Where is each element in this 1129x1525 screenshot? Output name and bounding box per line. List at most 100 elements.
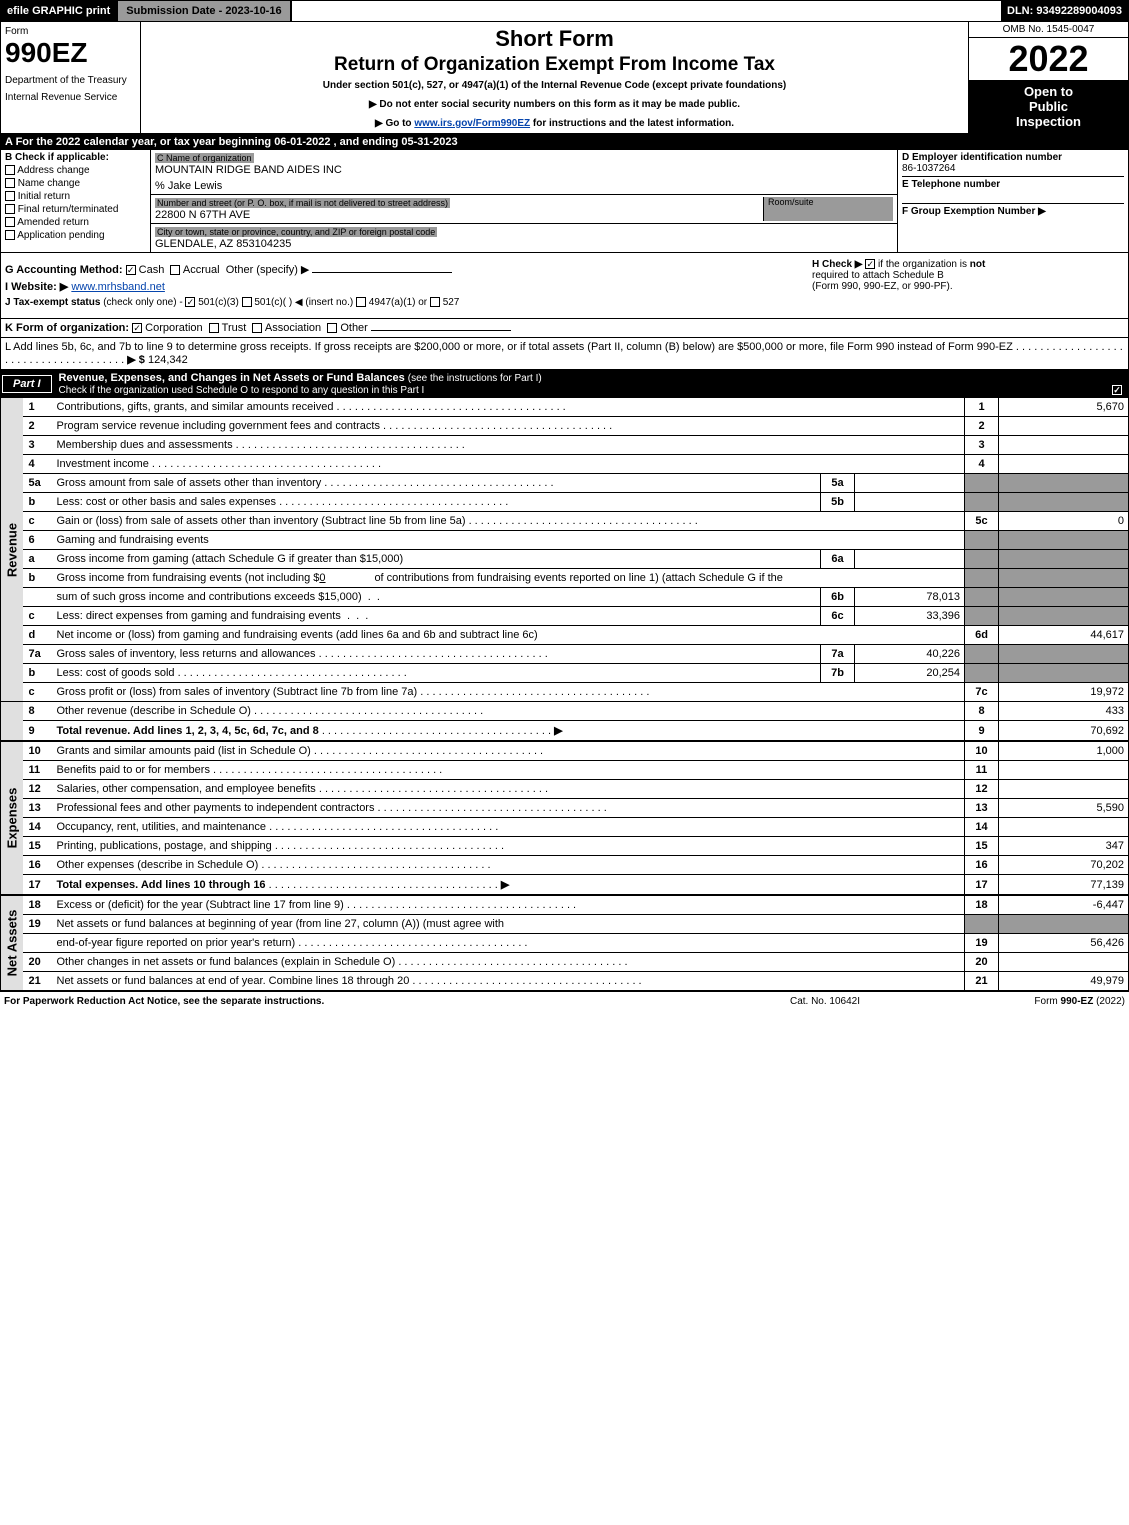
line-20-desc: Other changes in net assets or fund bala… (53, 953, 965, 972)
line-6b-box-shade (965, 569, 999, 588)
topbar: efile GRAPHIC print Submission Date - 20… (0, 0, 1129, 22)
line-19-val: 56,426 (999, 934, 1129, 953)
line-13-box: 13 (965, 799, 999, 818)
street-label: Number and street (or P. O. box, if mail… (155, 198, 450, 208)
line-15-box: 15 (965, 837, 999, 856)
line-13-num: 13 (23, 799, 53, 818)
line-17-val: 77,139 (999, 875, 1129, 896)
inspect-3: Inspection (971, 114, 1126, 129)
chk-4947[interactable] (356, 297, 366, 307)
chk-501c3[interactable]: ✓ (185, 297, 195, 307)
chk-name-change[interactable]: Name change (5, 178, 146, 189)
omb-number: OMB No. 1545-0047 (969, 22, 1128, 38)
goto-line: ▶ Go to www.irs.gov/Form990EZ for instru… (147, 118, 962, 129)
line-7b-box-shade (965, 664, 999, 683)
line-5a-val-shade (999, 474, 1129, 493)
line-5a-box-shade (965, 474, 999, 493)
line-6b-box-shade2 (965, 588, 999, 607)
line-6a-sublbl: 6a (821, 550, 855, 569)
chk-h[interactable]: ✓ (865, 259, 875, 269)
efile-graphic-print[interactable]: efile GRAPHIC print (1, 1, 116, 21)
pct-name: % Jake Lewis (155, 180, 893, 192)
line-18-val: -6,447 (999, 895, 1129, 915)
city-value: GLENDALE, AZ 853104235 (155, 238, 893, 250)
line-6d-desc: Net income or (loss) from gaming and fun… (53, 626, 965, 645)
chk-501c[interactable] (242, 297, 252, 307)
line-6-num: 6 (23, 531, 53, 550)
line-19-num: 19 (23, 915, 53, 934)
line-9-desc: Total revenue. Add lines 1, 2, 3, 4, 5c,… (53, 721, 965, 742)
chk-final-return[interactable]: Final return/terminated (5, 204, 146, 215)
line-7c-desc: Gross profit or (loss) from sales of inv… (53, 683, 965, 702)
line-18-num: 18 (23, 895, 53, 915)
l-gross-receipts: 124,342 (148, 354, 188, 366)
line-15-desc: Printing, publications, postage, and shi… (53, 837, 965, 856)
footer: For Paperwork Reduction Act Notice, see … (0, 991, 1129, 1011)
chk-accrual[interactable] (170, 265, 180, 275)
line-8-num: 8 (23, 702, 53, 721)
line-4-num: 4 (23, 455, 53, 474)
part-i-header: Part I Revenue, Expenses, and Changes in… (0, 370, 1129, 398)
revenue-label: Revenue (1, 398, 23, 702)
line-18-desc: Excess or (deficit) for the year (Subtra… (53, 895, 965, 915)
line-6a-val-shade (999, 550, 1129, 569)
section-b-c-def: B Check if applicable: Address change Na… (0, 150, 1129, 253)
col-def: D Employer identification number 86-1037… (898, 150, 1128, 252)
chk-527[interactable] (430, 297, 440, 307)
line-6c-sublbl: 6c (821, 607, 855, 626)
chk-schedule-o[interactable]: ✓ (1112, 385, 1122, 395)
line-21-desc: Net assets or fund balances at end of ye… (53, 972, 965, 991)
line-11-desc: Benefits paid to or for members (53, 761, 965, 780)
line-5b-desc: Less: cost or other basis and sales expe… (53, 493, 821, 512)
line-14-desc: Occupancy, rent, utilities, and maintena… (53, 818, 965, 837)
c-street-block: Number and street (or P. O. box, if mail… (151, 195, 897, 224)
chk-initial-return[interactable]: Initial return (5, 191, 146, 202)
line-11-num: 11 (23, 761, 53, 780)
tax-year: 2022 (969, 38, 1128, 80)
chk-other[interactable] (327, 323, 337, 333)
chk-trust[interactable] (209, 323, 219, 333)
submission-date: Submission Date - 2023-10-16 (116, 1, 291, 21)
dept-treasury: Department of the Treasury (5, 75, 136, 86)
line-6b-subval: 78,013 (855, 588, 965, 607)
chk-cash[interactable]: ✓ (126, 265, 136, 275)
line-6c-desc: Less: direct expenses from gaming and fu… (53, 607, 821, 626)
part-i-table: Revenue 1 Contributions, gifts, grants, … (0, 398, 1129, 991)
chk-amended-return[interactable]: Amended return (5, 217, 146, 228)
line-6a-desc: Gross income from gaming (attach Schedul… (53, 550, 821, 569)
return-title: Return of Organization Exempt From Incom… (147, 54, 962, 76)
line-12-num: 12 (23, 780, 53, 799)
line-17-desc: Total expenses. Add lines 10 through 16 … (53, 875, 965, 896)
line-10-box: 10 (965, 741, 999, 761)
footer-cat-no: Cat. No. 10642I (725, 996, 925, 1007)
chk-address-change[interactable]: Address change (5, 165, 146, 176)
line-5b-subval (855, 493, 965, 512)
goto-link[interactable]: www.irs.gov/Form990EZ (414, 118, 530, 129)
chk-association[interactable] (252, 323, 262, 333)
line-2-val (999, 417, 1129, 436)
c-name-block: C Name of organization MOUNTAIN RIDGE BA… (151, 150, 897, 195)
line-7a-desc: Gross sales of inventory, less returns a… (53, 645, 821, 664)
line-15-num: 15 (23, 837, 53, 856)
line-8-box: 8 (965, 702, 999, 721)
chk-application-pending[interactable]: Application pending (5, 230, 146, 241)
line-9-num: 9 (23, 721, 53, 742)
line-2-desc: Program service revenue including govern… (53, 417, 965, 436)
line-6d-val: 44,617 (999, 626, 1129, 645)
line-7c-box: 7c (965, 683, 999, 702)
line-7b-val-shade (999, 664, 1129, 683)
line-5b-val-shade (999, 493, 1129, 512)
chk-corporation[interactable]: ✓ (132, 323, 142, 333)
line-21-num: 21 (23, 972, 53, 991)
line-19-desc2: end-of-year figure reported on prior yea… (53, 934, 965, 953)
line-7a-sublbl: 7a (821, 645, 855, 664)
header-center: Short Form Return of Organization Exempt… (141, 22, 968, 133)
website-link[interactable]: www.mrhsband.net (71, 281, 165, 293)
line-18-box: 18 (965, 895, 999, 915)
expenses-label: Expenses (1, 741, 23, 895)
line-14-num: 14 (23, 818, 53, 837)
line-20-box: 20 (965, 953, 999, 972)
line-6-val-shade (999, 531, 1129, 550)
line-6b-num2 (23, 588, 53, 607)
line-6d-num: d (23, 626, 53, 645)
